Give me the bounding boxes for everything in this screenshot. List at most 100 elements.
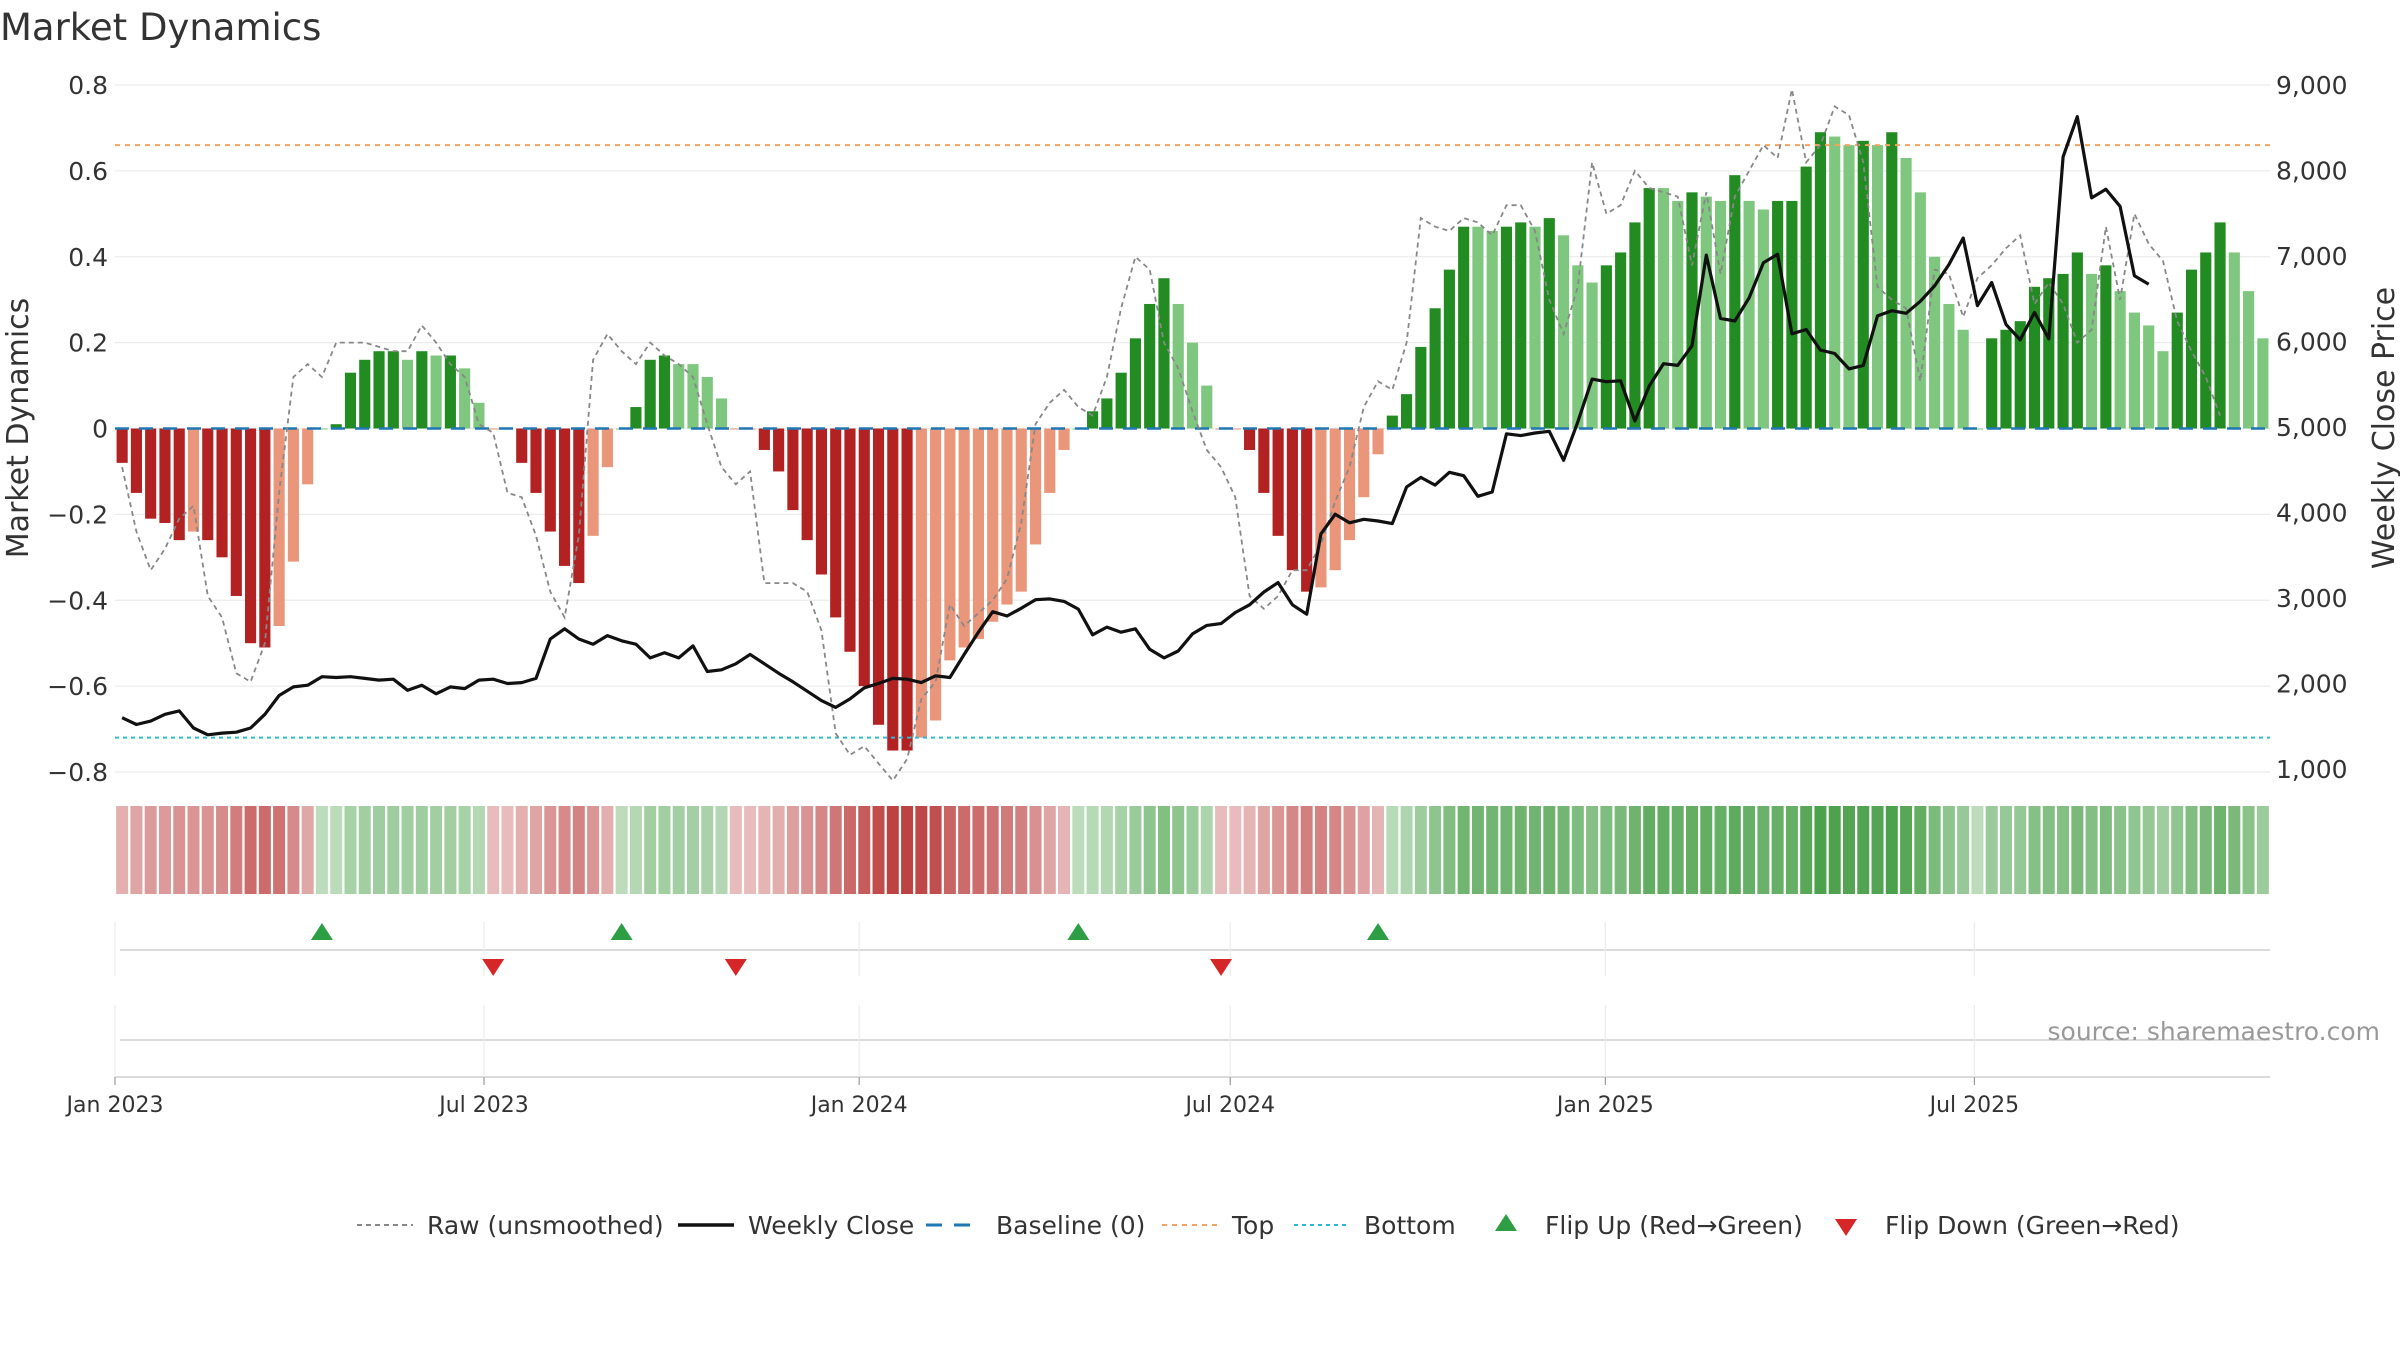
bar xyxy=(416,351,428,429)
heat-cell xyxy=(1714,806,1727,894)
bar xyxy=(1643,188,1655,429)
heat-cell xyxy=(1058,806,1071,894)
bar xyxy=(1044,428,1056,493)
heat-cell xyxy=(901,806,914,894)
x-tick-label: Jul 2023 xyxy=(437,1093,529,1118)
bars-group xyxy=(116,132,2269,751)
chart-title: Market Dynamics xyxy=(0,6,321,49)
bar xyxy=(259,428,271,648)
bar xyxy=(1586,282,1598,429)
bar xyxy=(644,359,656,429)
y2-tick-label: 7,000 xyxy=(2276,242,2348,271)
bar xyxy=(1914,192,1926,429)
bar xyxy=(901,428,913,751)
bar xyxy=(130,428,142,493)
heat-cell xyxy=(2128,806,2141,894)
bar xyxy=(1015,428,1027,592)
bar xyxy=(1401,394,1413,429)
legend: Raw (unsmoothed) Weekly Close Baseline (0)… xyxy=(357,1211,2180,1240)
bar xyxy=(1244,428,1256,450)
legend-label: Bottom xyxy=(1364,1211,1456,1240)
bar xyxy=(1201,385,1213,429)
bar xyxy=(1372,428,1384,455)
bar xyxy=(1757,209,1769,429)
heat-cell xyxy=(1771,806,1784,894)
bar xyxy=(1743,200,1755,429)
y2-tick-label: 1,000 xyxy=(2276,755,2348,784)
bar xyxy=(1358,428,1370,498)
bar xyxy=(2028,286,2041,429)
bar xyxy=(444,355,456,429)
bar xyxy=(872,428,885,725)
bar xyxy=(430,355,442,429)
heat-cell xyxy=(1043,806,1056,894)
bar xyxy=(773,428,785,472)
heat-cell xyxy=(2185,806,2198,894)
heat-cell xyxy=(958,806,971,894)
bar xyxy=(930,428,942,721)
heat-cell xyxy=(1314,806,1327,894)
bar xyxy=(1301,428,1313,592)
bar xyxy=(359,359,371,429)
series-lines xyxy=(121,89,2221,783)
flip-markers xyxy=(310,923,1390,976)
flip-down-marker xyxy=(482,959,505,976)
heat-cell xyxy=(144,806,157,894)
bar xyxy=(487,428,499,430)
heat-cell xyxy=(801,806,814,894)
bar xyxy=(530,428,542,493)
heat-cell xyxy=(872,806,885,894)
heat-cell xyxy=(843,806,856,894)
heat-cell xyxy=(1743,806,1756,894)
bar xyxy=(1672,200,1684,429)
heat-cell xyxy=(1429,806,1442,894)
bar xyxy=(316,428,328,430)
bar xyxy=(758,428,770,450)
bar xyxy=(2243,291,2255,429)
heat-cell xyxy=(515,806,528,894)
heat-cell xyxy=(915,806,928,894)
heat-cell xyxy=(886,806,899,894)
bar xyxy=(1857,140,1869,429)
heat-cell xyxy=(1329,806,1342,894)
heat-cell xyxy=(2028,806,2041,894)
bar xyxy=(915,428,927,738)
heat-cell xyxy=(1186,806,1199,894)
bar xyxy=(673,364,685,429)
heat-cell xyxy=(2214,806,2227,894)
heat-cell xyxy=(1086,806,1099,894)
bar xyxy=(1615,252,1627,429)
heat-cell xyxy=(1172,806,1185,894)
bar xyxy=(801,428,813,541)
heat-cell xyxy=(1928,806,1941,894)
heat-cell xyxy=(487,806,500,894)
heat-cell xyxy=(986,806,999,894)
y-tick-label: −0.6 xyxy=(47,672,108,701)
heat-cell xyxy=(1300,806,1313,894)
heat-cell xyxy=(158,806,171,894)
bar xyxy=(159,428,171,523)
bar xyxy=(1572,265,1584,429)
y-axis-right: 9,000 8,000 7,000 6,000 5,000 4,000 3,000 2,000… xyxy=(2276,71,2348,784)
bar xyxy=(145,428,157,519)
bar xyxy=(544,428,556,532)
x-tick-label: Jan 2024 xyxy=(809,1093,908,1118)
bar xyxy=(1686,192,1698,429)
heat-cell xyxy=(116,806,129,894)
heat-cell xyxy=(415,806,428,894)
y-tick-label: 0 xyxy=(92,415,108,444)
heat-cell xyxy=(1657,806,1670,894)
bar xyxy=(687,364,699,429)
bar xyxy=(958,428,970,648)
legend-label: Raw (unsmoothed) xyxy=(427,1211,664,1240)
bar xyxy=(1386,415,1398,429)
bar xyxy=(1329,428,1341,571)
y2-tick-label: 2,000 xyxy=(2276,670,2348,699)
bar xyxy=(1272,428,1284,536)
bar xyxy=(344,372,357,429)
heat-cell xyxy=(1471,806,1484,894)
heat-cell xyxy=(1357,806,1370,894)
bar xyxy=(2157,351,2169,429)
bar xyxy=(2171,312,2183,429)
heat-cell xyxy=(815,806,828,894)
